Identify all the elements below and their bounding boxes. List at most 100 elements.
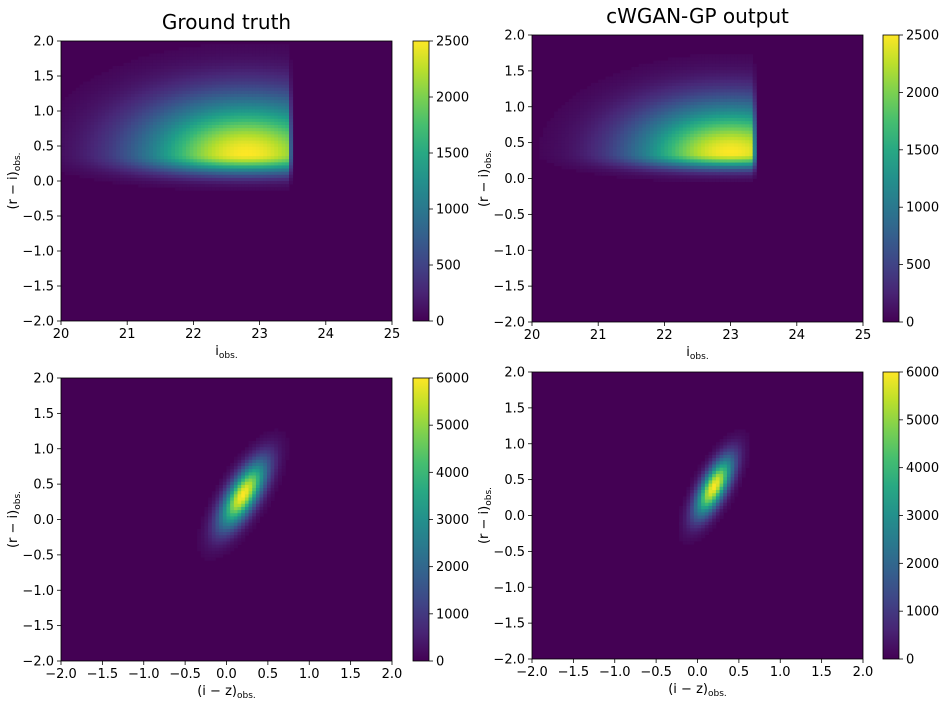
heatmap-cell xyxy=(186,78,191,82)
heatmap-cell xyxy=(68,149,73,154)
heatmap-cell xyxy=(737,54,743,58)
heatmap-cell xyxy=(127,140,132,145)
heatmap-cell xyxy=(620,146,625,151)
heatmap-cell xyxy=(660,108,665,112)
heatmap-cell xyxy=(208,134,213,138)
heatmap-cell xyxy=(704,101,709,106)
heatmap-cell xyxy=(116,75,121,79)
heatmap-cell xyxy=(145,149,150,154)
heatmap-cell xyxy=(186,90,191,95)
heatmap-cell xyxy=(208,541,213,546)
heatmap-cell xyxy=(752,127,757,132)
heatmap-cell xyxy=(726,54,731,58)
heatmap-cell xyxy=(701,146,706,151)
heatmap-cell xyxy=(737,114,743,119)
heatmap-cell xyxy=(631,168,636,173)
heatmap-cell xyxy=(197,93,202,98)
heatmap-cell xyxy=(152,84,158,89)
heatmap-cell xyxy=(274,159,279,163)
heatmap-cell xyxy=(211,159,216,163)
heatmap-cell xyxy=(730,146,735,151)
heatmap-cell xyxy=(708,165,713,170)
heatmap-cell xyxy=(612,86,617,90)
heatmap-cell xyxy=(83,137,88,141)
heatmap-cell xyxy=(171,65,176,70)
heatmap-cell xyxy=(163,75,169,79)
heatmap-cell xyxy=(79,93,84,98)
heatmap-cell xyxy=(241,497,246,502)
heatmap-cell xyxy=(671,101,676,106)
heatmap-cell xyxy=(241,84,246,89)
heatmap-cell xyxy=(119,115,124,120)
heatmap-cell xyxy=(244,174,249,179)
heatmap-cell xyxy=(671,149,676,154)
heatmap-cell xyxy=(546,143,551,148)
heatmap-cell xyxy=(701,105,706,109)
heatmap-cell xyxy=(686,172,691,176)
heatmap-cell xyxy=(182,100,187,104)
heatmap-cell xyxy=(211,165,216,169)
heatmap-cell xyxy=(208,174,213,179)
heatmap-cell xyxy=(208,140,213,145)
heatmap-cell xyxy=(568,162,573,167)
heatmap-cell xyxy=(64,97,69,101)
heatmap-cell xyxy=(215,532,220,536)
heatmap-cell xyxy=(149,128,154,132)
heatmap-cell xyxy=(263,62,268,67)
heatmap-cell xyxy=(112,128,117,132)
heatmap-cell xyxy=(101,171,106,176)
heatmap-cell xyxy=(274,62,279,67)
heatmap-cell xyxy=(748,76,754,81)
heatmap-cell xyxy=(189,62,194,67)
heatmap-cell xyxy=(215,162,220,166)
heatmap-cell xyxy=(741,76,746,81)
heatmap-cell xyxy=(149,75,154,79)
heatmap-cell xyxy=(730,92,735,96)
heatmap-cell xyxy=(712,108,717,112)
heatmap-cell xyxy=(561,149,566,154)
heatmap-cell xyxy=(215,112,220,117)
heatmap-cell xyxy=(94,131,99,135)
heatmap-cell xyxy=(730,82,735,87)
heatmap-cell xyxy=(90,162,95,166)
heatmap-cell xyxy=(248,81,253,85)
heatmap-cell xyxy=(255,149,260,154)
heatmap-cell xyxy=(259,44,264,48)
heatmap-cell xyxy=(215,69,220,73)
heatmap-cell xyxy=(277,171,283,176)
heatmap-cell xyxy=(708,108,713,112)
heatmap-cell xyxy=(657,175,662,179)
heatmap-cell xyxy=(649,105,654,109)
heatmap-cell xyxy=(697,137,702,141)
heatmap-cell xyxy=(598,172,603,176)
heatmap-cell xyxy=(226,544,231,549)
heatmap-cell xyxy=(171,90,176,95)
heatmap-cell xyxy=(226,500,231,505)
heatmap-cell xyxy=(649,63,654,68)
heatmap-cell xyxy=(145,165,150,169)
y-tick-label: 1.0 xyxy=(33,105,54,120)
heatmap-cell xyxy=(130,121,135,126)
heatmap-cell xyxy=(649,92,654,96)
heatmap-cell xyxy=(200,146,205,151)
heatmap-cell xyxy=(266,174,272,179)
heatmap-cell xyxy=(86,146,91,151)
heatmap-cell xyxy=(167,93,172,98)
heatmap-cell xyxy=(679,66,684,71)
heatmap-cell xyxy=(726,149,731,154)
heatmap-cell xyxy=(160,65,165,70)
heatmap-cell xyxy=(138,140,143,145)
heatmap-cell xyxy=(671,127,676,132)
heatmap-cell xyxy=(241,481,246,486)
heatmap-cell xyxy=(200,187,205,191)
heatmap-cell xyxy=(105,121,110,126)
heatmap-cell xyxy=(653,73,658,77)
heatmap-cell xyxy=(175,53,180,57)
heatmap-cell xyxy=(708,89,713,93)
heatmap-cell xyxy=(737,137,743,141)
heatmap-cell xyxy=(741,127,746,132)
heatmap-cell xyxy=(97,90,102,95)
heatmap-cell xyxy=(671,140,676,144)
heatmap-cell xyxy=(204,106,209,110)
heatmap-cell xyxy=(145,137,150,141)
